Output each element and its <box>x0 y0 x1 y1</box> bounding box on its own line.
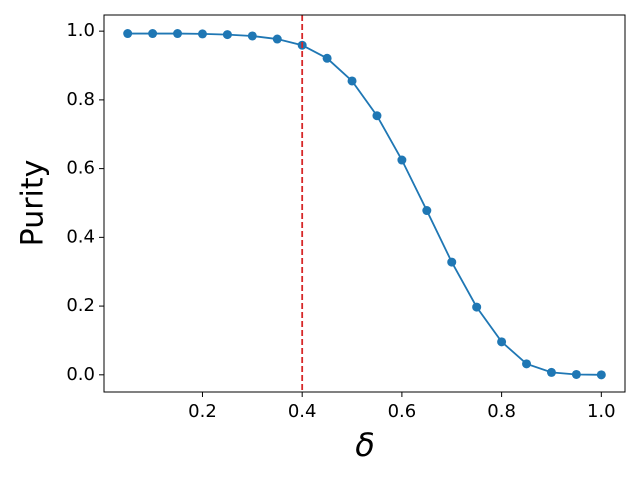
data-point <box>397 155 407 165</box>
data-point <box>247 31 257 41</box>
x-tick-label: 0.4 <box>288 401 317 422</box>
series-line <box>127 32 602 376</box>
data-point <box>522 359 532 369</box>
data-point <box>447 257 457 267</box>
data-point <box>222 30 232 40</box>
data-point <box>322 53 332 63</box>
data-point <box>123 29 133 39</box>
data-point <box>197 29 207 39</box>
plot-frame <box>103 14 626 393</box>
data-point <box>497 337 507 347</box>
x-tick-label: 0.6 <box>388 401 417 422</box>
x-axis-label: δ <box>355 426 375 464</box>
y-axis-label: Purity <box>16 160 51 247</box>
data-point <box>596 370 606 380</box>
y-tick-label: 0.0 <box>66 364 95 385</box>
data-point <box>272 34 282 44</box>
data-point <box>173 29 183 39</box>
data-point <box>546 367 556 377</box>
x-tick-label: 0.2 <box>188 401 217 422</box>
data-point <box>422 206 432 216</box>
x-tick-label: 0.8 <box>487 401 516 422</box>
y-tick-label: 1.0 <box>66 20 95 41</box>
data-point <box>372 111 382 121</box>
y-tick-label: 0.4 <box>66 226 95 247</box>
y-tick-label: 0.2 <box>66 295 95 316</box>
data-point <box>571 369 581 379</box>
y-tick-label: 0.6 <box>66 158 95 179</box>
x-tick-label: 1.0 <box>587 401 616 422</box>
data-point <box>472 302 482 312</box>
data-point <box>148 29 158 39</box>
y-tick-label: 0.8 <box>66 89 95 110</box>
data-point <box>347 76 357 86</box>
